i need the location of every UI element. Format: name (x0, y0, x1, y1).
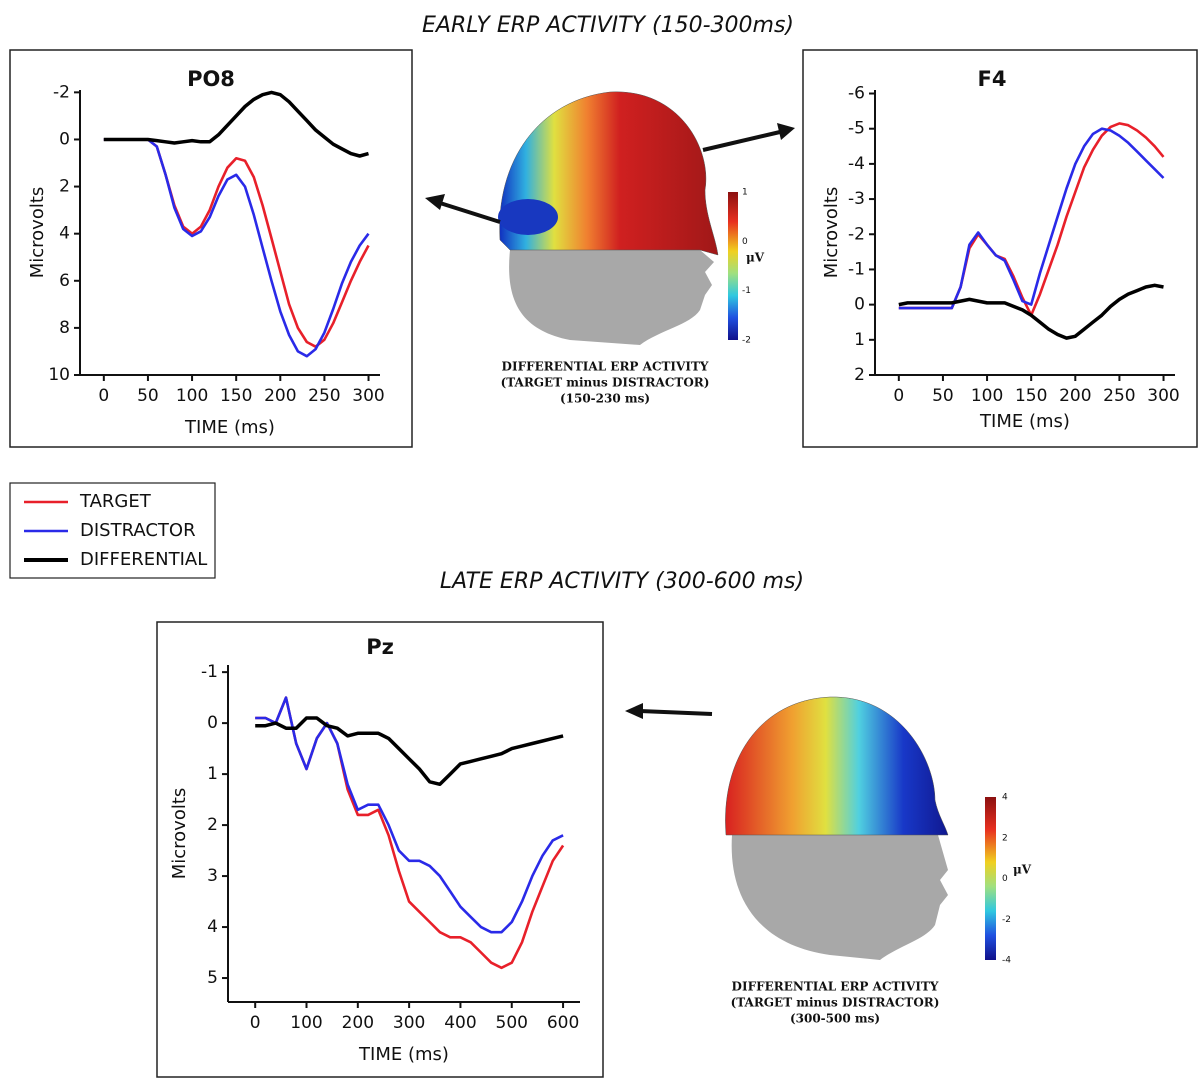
y-tick-label: 1 (207, 764, 218, 784)
colorbar-tick-label: 0 (742, 237, 748, 247)
x-tick-label: 50 (932, 386, 954, 406)
legend-label: DIFFERENTIAL (80, 549, 207, 570)
series-line (103, 90, 369, 158)
y-tick-label: -1 (848, 259, 865, 279)
colorbar (728, 192, 738, 340)
chart-title: Pz (366, 635, 394, 659)
chart-title: PO8 (187, 67, 235, 91)
y-tick-label: -5 (848, 119, 865, 139)
colorbar-unit: μV (746, 251, 765, 265)
colorbar-tick-label: 1 (742, 188, 748, 198)
colorbar (985, 797, 996, 960)
y-tick-label: 3 (207, 866, 218, 886)
series-line (255, 696, 565, 970)
series-line (103, 138, 370, 348)
x-tick-label: 200 (342, 1013, 374, 1033)
y-tick-label: 0 (59, 129, 70, 149)
x-tick-label: 100 (176, 386, 208, 406)
topomap-caption: (TARGET minus DISTRACTOR) (501, 376, 710, 390)
series-line (898, 122, 1165, 317)
y-tick-label: 10 (48, 365, 70, 385)
y-axis-label: Microvolts (169, 788, 190, 880)
arrow (639, 709, 713, 716)
y-tick-label: 4 (59, 224, 70, 244)
arrow-head (625, 703, 643, 719)
legend-label: TARGET (79, 491, 152, 512)
x-axis-label: TIME (ms) (358, 1044, 449, 1065)
x-tick-label: 250 (308, 386, 340, 406)
panel-frame (9, 49, 413, 448)
y-tick-label: -1 (201, 662, 218, 682)
x-tick-label: 50 (137, 386, 159, 406)
y-tick-label: 8 (59, 318, 70, 338)
y-tick-label: 2 (854, 365, 865, 385)
chart-title: F4 (978, 67, 1007, 91)
legend-label: DISTRACTOR (80, 520, 196, 541)
y-tick-label: 2 (59, 177, 70, 197)
topomap-caption: DIFFERENTIAL ERP ACTIVITY (502, 360, 709, 374)
x-tick-label: 300 (352, 386, 384, 406)
head-early (498, 91, 719, 345)
x-axis-label: TIME (ms) (184, 417, 275, 438)
x-tick-label: 100 (290, 1013, 322, 1033)
x-tick-label: 150 (1015, 386, 1047, 406)
colorbar-unit: μV (1013, 863, 1032, 877)
y-tick-label: 6 (59, 271, 70, 291)
x-tick-label: 600 (547, 1013, 579, 1033)
panel-frame (156, 621, 604, 1078)
y-axis-label: Microvolts (821, 187, 842, 279)
x-tick-label: 100 (971, 386, 1003, 406)
x-axis-label: TIME (ms) (979, 411, 1070, 432)
topomap-caption: (150-230 ms) (560, 392, 650, 406)
series-line (103, 138, 370, 358)
x-tick-label: 200 (1059, 386, 1091, 406)
topomap-caption: (TARGET minus DISTRACTOR) (731, 996, 940, 1010)
x-tick-label: 250 (1103, 386, 1135, 406)
x-tick-label: 400 (444, 1013, 476, 1033)
topomap-caption: DIFFERENTIAL ERP ACTIVITY (732, 980, 939, 994)
colorbar-tick-label: -1 (742, 286, 751, 296)
y-tick-label: 1 (854, 330, 865, 350)
series-line (898, 283, 1164, 340)
x-tick-label: 0 (98, 386, 109, 406)
y-axis-label: Microvolts (27, 187, 48, 279)
x-tick-label: 500 (496, 1013, 528, 1033)
colorbar-tick-label: 0 (1002, 874, 1008, 884)
x-tick-label: 150 (220, 386, 252, 406)
y-tick-label: 0 (854, 295, 865, 315)
y-tick-label: 4 (207, 917, 218, 937)
colorbar-tick-label: -2 (742, 336, 751, 346)
arrow (702, 130, 781, 152)
section-title: EARLY ERP ACTIVITY (150-300ms) (422, 13, 794, 38)
y-tick-label: 2 (207, 815, 218, 835)
y-tick-label: -4 (848, 154, 865, 174)
x-tick-label: 300 (1147, 386, 1179, 406)
series-line (898, 127, 1165, 310)
x-tick-label: 0 (893, 386, 904, 406)
colorbar-tick-label: 4 (1002, 793, 1008, 803)
colorbar-tick-label: -4 (1002, 956, 1011, 966)
y-tick-label: -2 (848, 224, 865, 244)
x-tick-label: 200 (264, 386, 296, 406)
y-tick-label: -3 (848, 189, 865, 209)
topomap-caption: (300-500 ms) (790, 1012, 880, 1026)
section-title: LATE ERP ACTIVITY (300-600 ms) (440, 569, 804, 594)
series-line (255, 716, 564, 787)
arrow-head (777, 123, 795, 140)
colorbar-tick-label: 2 (1002, 833, 1008, 843)
series-line (255, 696, 564, 934)
y-tick-label: -6 (848, 84, 865, 104)
x-tick-label: 0 (250, 1013, 261, 1033)
head-late (725, 696, 949, 960)
x-tick-label: 300 (393, 1013, 425, 1033)
y-tick-label: 0 (207, 713, 218, 733)
y-tick-label: 5 (207, 968, 218, 988)
arrow-head (425, 194, 445, 210)
colorbar-tick-label: -2 (1002, 915, 1011, 925)
arrow (439, 201, 501, 224)
panel-frame (802, 49, 1198, 448)
y-tick-label: -2 (53, 82, 70, 102)
